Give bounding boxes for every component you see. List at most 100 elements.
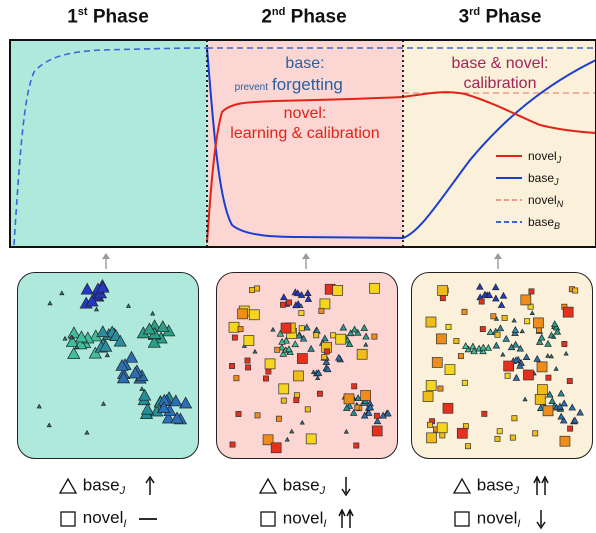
base-sample-marker [67,326,81,339]
trend-double-up-arrow-icon [533,475,549,495]
base-sample-marker [99,339,113,352]
base-sample-marker [140,402,155,415]
base-sample-marker [553,327,562,335]
base-sample-marker [84,429,90,435]
base-sample-marker [557,389,565,397]
base-sample-marker [511,340,520,348]
novel-sample-marker [437,285,449,296]
base-sample-marker [345,340,354,347]
novel-sample-marker [237,326,244,333]
base-sample-marker [537,333,546,341]
base-sample-marker [529,310,535,315]
novel-sample-marker [561,341,568,347]
novel-sample-marker [304,406,311,413]
base-sample-marker [343,428,349,434]
base-sample-marker [150,310,156,316]
phase-1-title: 1st Phase [67,6,149,28]
novel-sample-marker [278,383,290,395]
base-b-curve-phase1 [13,47,208,246]
phase-2-link-arrow [302,253,310,269]
novel-sample-marker [534,394,546,405]
base-sample-marker [499,291,508,299]
base-sample-marker [576,408,584,416]
base-sample-marker [362,332,370,340]
novel-sample-marker [496,428,503,435]
base-sample-marker [292,301,300,309]
novel-sample-marker [425,380,437,391]
phase-2-background [207,40,403,247]
novel-sample-marker [494,435,501,442]
novel-sample-marker [305,433,317,445]
base-sample-marker [522,396,528,402]
base-sample-marker [550,320,559,327]
novel-sample-marker [439,432,446,439]
base-sample-marker [147,335,161,348]
base-sample-marker [516,361,524,369]
novel-sample-marker [490,313,497,320]
base-sample-marker [556,402,564,410]
novel-sample-marker [559,435,571,447]
base-sample-marker [363,341,369,347]
base-sample-marker [295,331,303,339]
base-sample-marker [96,325,110,338]
novel-sample-marker [371,425,383,437]
novel-sample-marker [317,390,323,397]
novel-sample-marker [229,362,235,369]
novel-sample-marker [298,325,305,332]
base-sample-marker [299,419,305,425]
novel-sample-marker [313,332,320,339]
novel-sample-marker [426,432,437,444]
novel-sample-marker [567,425,574,432]
base-sample-marker [339,323,348,331]
novel-sample-marker [248,309,260,321]
base-sample-marker [285,345,293,353]
novel-sample-marker [465,443,471,450]
novel-sample-marker [445,323,452,330]
novel-sample-marker [481,410,488,417]
base-sample-marker [545,390,554,398]
base-sample-marker [96,280,110,293]
novel-sample-marker [523,369,534,381]
novel-sample-marker [371,333,378,340]
phase-3-base-label: baseJ [452,475,552,497]
base-sample-marker [479,343,488,351]
triangle-icon [258,477,278,494]
novel-sample-marker [457,353,464,360]
base-sample-marker [67,346,81,359]
novel-sample-marker [354,404,361,411]
base-sample-marker [307,344,315,352]
base-sample-marker [293,289,302,297]
novel-sample-marker [545,374,552,381]
base-sample-marker [252,348,258,354]
base-sample-marker [161,411,176,424]
triangle-icon [58,477,78,494]
base-sample-marker [496,324,505,332]
base-sample-marker [551,334,557,339]
base-sample-marker [548,353,554,359]
novel-j-curve [206,91,596,244]
base-sample-marker [535,338,544,345]
phase-2-base-label: baseJ [258,475,356,497]
base-sample-marker [491,283,500,291]
novel-sample-marker [254,412,261,419]
base-sample-marker [354,394,362,402]
novel-sample-marker [243,335,255,346]
base-sample-marker [74,330,89,343]
novel-sample-marker [461,379,468,386]
base-sample-marker [298,303,304,308]
novel-sample-marker [542,405,554,417]
novel-sample-marker [245,364,252,371]
novel-sample-marker [286,299,292,306]
base-sample-marker [511,317,517,323]
base-sample-marker [116,371,131,384]
trend-double-up-arrow-icon [338,508,354,528]
plot-frame [9,39,596,248]
base-sample-marker [512,373,521,381]
novel-sample-marker [524,318,531,325]
novel-sample-marker [254,285,261,292]
novel-sample-marker [501,314,508,321]
base-sample-marker [350,325,359,333]
base-sample-marker [492,294,500,302]
base-sample-marker [321,334,329,342]
base-sample-marker [289,428,295,434]
